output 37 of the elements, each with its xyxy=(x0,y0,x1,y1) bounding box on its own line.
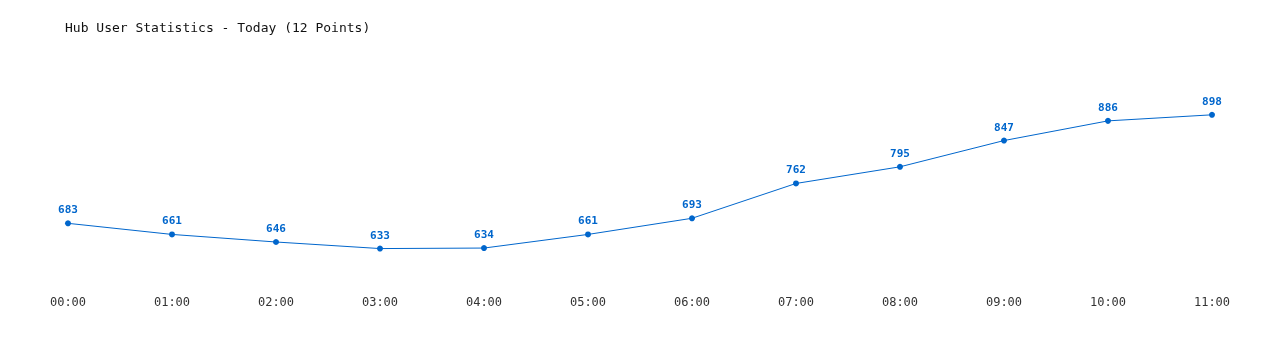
point xyxy=(1209,111,1215,118)
point xyxy=(377,245,383,252)
data-label: 646 xyxy=(266,222,287,235)
data-label: 847 xyxy=(994,120,1014,134)
data-label: 886 xyxy=(1098,100,1119,114)
x-tick-label: 07:00 xyxy=(777,295,815,309)
data-label: 633 xyxy=(370,228,390,242)
data-label: 683 xyxy=(58,203,78,217)
data-label: 661 xyxy=(578,214,599,228)
x-tick-label: 02:00 xyxy=(257,295,295,309)
x-tick-label: 04:00 xyxy=(465,295,503,309)
point xyxy=(689,215,695,222)
x-tick-label: 05:00 xyxy=(569,295,607,309)
data-label: 661 xyxy=(162,214,183,228)
point xyxy=(585,231,591,238)
point xyxy=(169,231,175,238)
x-tick-label: 00:00 xyxy=(49,295,87,309)
point xyxy=(1001,137,1007,144)
x-tick-label: 09:00 xyxy=(985,295,1023,309)
chart-title: Hub User Statistics - Today (12 Points) xyxy=(65,20,371,35)
point xyxy=(897,163,903,170)
x-tick-label: 08:00 xyxy=(881,295,919,309)
data-label: 795 xyxy=(890,146,910,160)
x-tick-label: 01:00 xyxy=(153,295,191,309)
point xyxy=(793,180,799,187)
point xyxy=(273,239,279,245)
data-label: 898 xyxy=(1202,94,1222,108)
data-label: 634 xyxy=(474,228,495,242)
data-label: 693 xyxy=(682,198,702,212)
data-label: 762 xyxy=(786,163,806,177)
point xyxy=(481,245,487,252)
x-tick-label: 10:00 xyxy=(1089,295,1127,309)
point xyxy=(1105,117,1111,124)
x-tick-label: 11:00 xyxy=(1193,295,1231,309)
x-tick-label: 06:00 xyxy=(673,295,711,309)
point xyxy=(65,220,71,227)
x-tick-label: 03:00 xyxy=(361,295,399,309)
